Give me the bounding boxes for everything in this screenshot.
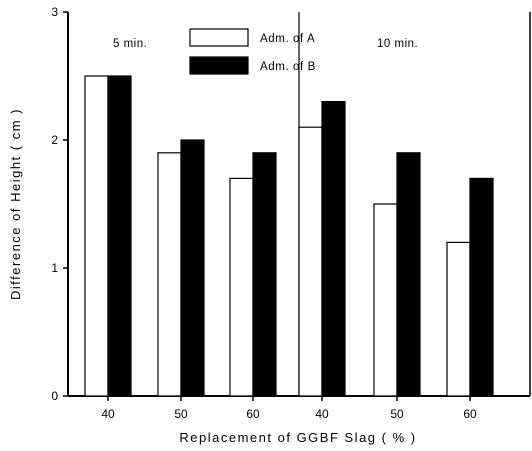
legend-swatch-adm-a [189, 28, 249, 47]
bar-adm-b-panel2-50 [396, 152, 421, 397]
x-tick-label: 50 [390, 407, 404, 421]
bar-adm-a-panel2-50 [373, 203, 398, 397]
x-tick-label: 60 [246, 407, 260, 421]
bar-adm-a-panel1-60 [229, 177, 254, 397]
bar-adm-b-panel2-40 [321, 100, 346, 397]
bar-adm-a-panel1-50 [157, 152, 182, 397]
x-tick-label: 40 [315, 407, 329, 421]
panel-annotation-5min: 5 min. [113, 38, 147, 50]
y-tick-label: 1 [51, 261, 58, 275]
y-tick-label: 3 [51, 5, 58, 19]
legend-swatch-adm-b [189, 56, 249, 75]
legend-label-adm-b: Adm. of B [260, 61, 316, 73]
chart-marks: 40 50 60 40 50 60 [84, 75, 494, 421]
bar-adm-a-panel2-60 [446, 241, 471, 397]
x-tick-label: 60 [463, 407, 477, 421]
legend: Adm. of A Adm. of B [189, 28, 316, 75]
bar-adm-b-panel1-60 [252, 152, 277, 397]
bar-adm-a-panel2-40 [298, 126, 323, 397]
legend-label-adm-a: Adm. of A [260, 33, 315, 45]
y-tick-label: 0 [51, 389, 58, 403]
x-tick-label: 40 [101, 407, 115, 421]
bar-adm-b-panel2-60 [469, 177, 494, 397]
panel-annotation-10min: 10 min. [377, 38, 418, 50]
y-tick-label: 2 [51, 133, 58, 147]
bar-adm-a-panel1-40 [84, 75, 109, 397]
bar-adm-b-panel1-40 [107, 75, 132, 397]
x-axis-title: Replacement of GGBF Slag ( % ) [179, 430, 416, 445]
x-tick-label: 50 [174, 407, 188, 421]
y-axis-title: Difference of Height ( cm ) [8, 108, 23, 300]
bar-adm-b-panel1-50 [180, 139, 205, 397]
